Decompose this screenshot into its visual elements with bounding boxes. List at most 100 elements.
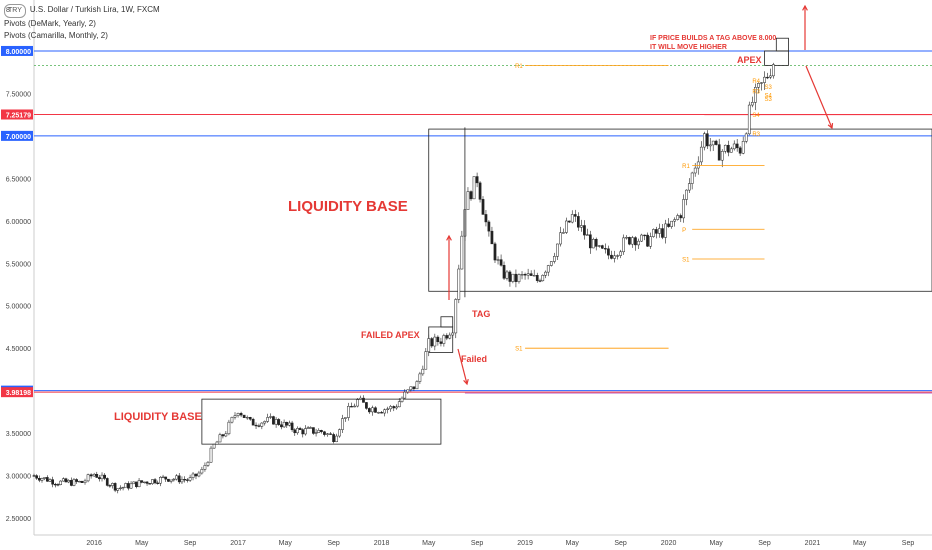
candle-body	[368, 408, 371, 413]
candle-body	[161, 476, 165, 478]
candle-body	[607, 248, 610, 256]
candle-body	[460, 235, 464, 270]
candle-body	[562, 232, 565, 234]
candle-body	[622, 237, 625, 253]
candle-body	[43, 477, 47, 479]
y-tick-label: 6.50000	[6, 176, 31, 183]
candle-body	[92, 473, 96, 477]
candle-body	[371, 407, 374, 413]
candle-body	[306, 427, 310, 429]
candle-body	[156, 482, 160, 484]
candle-body	[757, 83, 760, 88]
candle-body	[180, 478, 184, 483]
arrow-down-retest-head	[827, 122, 834, 130]
candle-body	[628, 237, 631, 245]
candle-body	[248, 417, 252, 420]
symbol-badge[interactable]: TRY	[4, 4, 26, 18]
candle-body	[766, 76, 769, 79]
candle-body	[64, 478, 68, 483]
candle-body	[53, 483, 57, 486]
candle-body	[75, 479, 78, 482]
annotation-apex: APEX	[737, 55, 762, 65]
candle-body	[350, 406, 353, 408]
pivot-label: R1	[515, 64, 523, 70]
y-tick-label: 2.50000	[6, 516, 31, 523]
candle-body	[517, 274, 521, 282]
annotation-failed: Failed	[461, 354, 487, 364]
candle-body	[35, 475, 39, 479]
pivot-label: R1	[682, 164, 690, 170]
candle-body	[708, 144, 712, 147]
candle-body	[406, 389, 410, 393]
camarilla-label: S4	[765, 94, 773, 100]
candle-body	[682, 199, 685, 219]
candle-body	[760, 82, 763, 84]
candle-body	[508, 271, 512, 282]
candle-body	[236, 413, 240, 416]
candle-body	[285, 421, 289, 426]
candle-body	[744, 133, 748, 142]
candle-body	[619, 251, 622, 256]
price-label-box	[1, 130, 33, 141]
candle-body	[763, 76, 766, 83]
candle-body	[705, 133, 709, 147]
camarilla-label: S3	[765, 97, 773, 103]
candle-body	[445, 335, 449, 339]
candle-body	[332, 434, 335, 442]
candle-body	[696, 161, 700, 169]
candle-body	[538, 280, 542, 282]
candle-body	[475, 176, 479, 184]
candle-body	[403, 391, 407, 399]
candle-body	[172, 478, 176, 481]
candle-body	[631, 237, 634, 245]
candle-body	[145, 481, 149, 484]
price-label-box	[1, 45, 33, 56]
y-tick-label: 7.50000	[6, 91, 31, 98]
candle-body	[442, 335, 446, 344]
candle-body	[436, 336, 440, 342]
candle-body	[215, 441, 219, 445]
candle-body	[586, 234, 589, 236]
price-label-box	[1, 109, 33, 120]
candle-body	[661, 228, 664, 238]
candle-body	[365, 402, 368, 409]
camarilla-label: S3	[765, 85, 773, 91]
candle-body	[335, 435, 338, 442]
x-tick-label: 2021	[805, 540, 821, 547]
candle-body	[227, 421, 231, 435]
candle-body	[320, 430, 323, 432]
candle-body	[272, 416, 275, 425]
candle-body	[135, 481, 138, 488]
candle-body	[397, 401, 401, 408]
indicator-label-2[interactable]: Pivots (Camarilla, Monthly, 2)	[4, 31, 108, 40]
candle-body	[239, 413, 243, 416]
x-tick-label: 2019	[517, 540, 533, 547]
candle-body	[676, 215, 680, 220]
candle-body	[132, 481, 136, 485]
candle-body	[418, 373, 422, 382]
indicator-label-1[interactable]: Pivots (DeMark, Yearly, 2)	[4, 19, 96, 28]
candle-body	[296, 428, 299, 434]
candle-body	[658, 228, 661, 234]
candle-body	[673, 219, 677, 222]
annotation-failed-apex: FAILED APEX	[361, 330, 420, 340]
x-tick-label: May	[710, 540, 724, 547]
price-label-box	[1, 387, 33, 398]
x-tick-label: 2018	[374, 540, 390, 547]
camarilla-label: R3	[752, 132, 760, 138]
candle-body	[257, 425, 261, 427]
candle-body	[711, 140, 715, 146]
candle-body	[532, 275, 536, 277]
pivot-label: P	[682, 228, 686, 234]
candle-body	[493, 243, 497, 261]
candle-body	[741, 141, 745, 154]
candle-body	[580, 225, 583, 228]
y-tick-label: 8	[6, 7, 10, 14]
candle-body	[221, 434, 225, 437]
candle-body	[613, 255, 616, 259]
candle-body	[362, 397, 365, 403]
candle-body	[754, 87, 757, 103]
candle-body	[549, 261, 553, 266]
x-tick-label: 2020	[661, 540, 677, 547]
